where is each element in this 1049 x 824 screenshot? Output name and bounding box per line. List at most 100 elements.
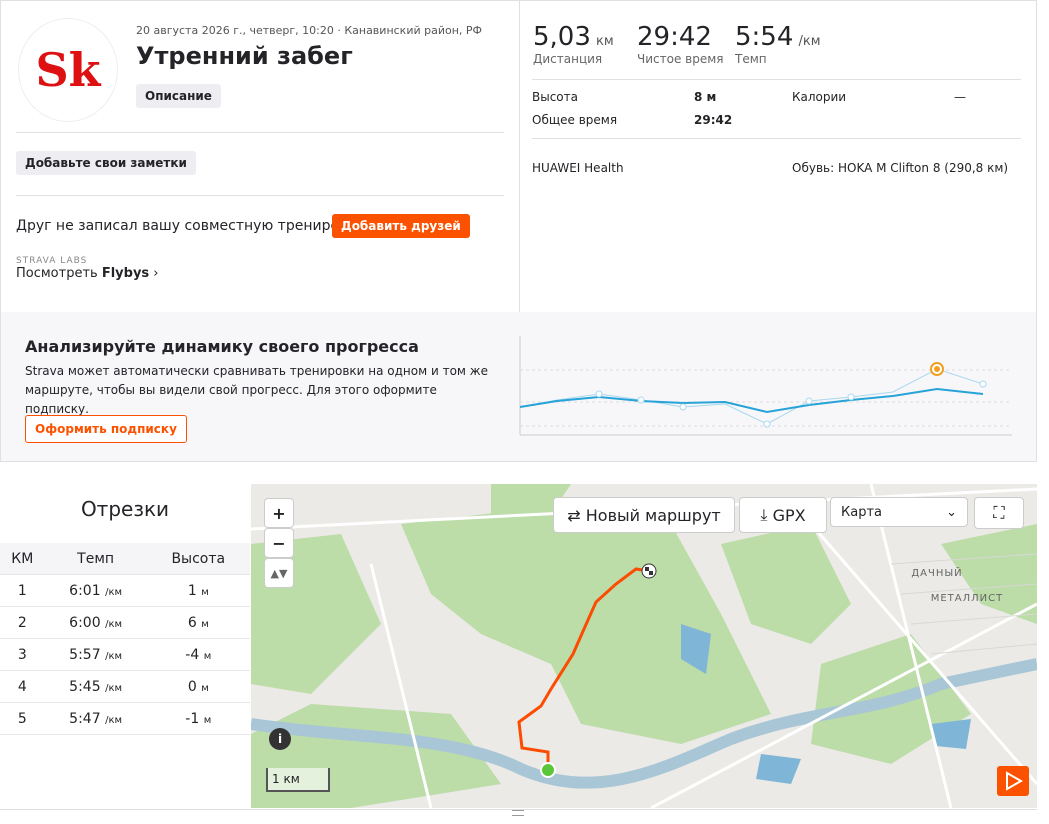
detail-value: 29:42 bbox=[694, 113, 733, 127]
split-row: 1 6:01 /км 1 м bbox=[0, 574, 250, 607]
km: 1 bbox=[0, 574, 45, 607]
friends-question: Друг не записал вашу совместную трениров… bbox=[16, 218, 372, 234]
divider bbox=[532, 79, 1021, 80]
col-header: Темп bbox=[44, 543, 147, 575]
km: 4 bbox=[0, 670, 45, 703]
info-button[interactable] bbox=[269, 728, 291, 750]
pace-unit: /км bbox=[105, 586, 123, 598]
pace: 5:47 /км bbox=[44, 702, 147, 735]
divider bbox=[532, 138, 1021, 139]
promo-title: Анализируйте динамику своего прогресса bbox=[25, 337, 419, 356]
pace: 6:00 /км bbox=[44, 606, 147, 639]
col-header: Высота bbox=[146, 543, 250, 575]
stat-value: 5,03 bbox=[533, 22, 591, 52]
place-label: МЕТАЛЛИСТ bbox=[931, 593, 1004, 604]
play-button[interactable] bbox=[997, 766, 1029, 796]
pace-value: 5:47 bbox=[69, 710, 101, 727]
stat: 5,03 км Дистанция bbox=[533, 22, 614, 66]
compass[interactable]: ▲▼ bbox=[264, 558, 294, 588]
pace-unit: /км bbox=[105, 682, 123, 694]
shoes-label: Обувь: bbox=[792, 161, 835, 175]
elev-value: 0 bbox=[187, 678, 197, 695]
divider bbox=[16, 195, 504, 196]
divider bbox=[0, 809, 1037, 810]
pace-value: 5:57 bbox=[69, 646, 101, 663]
detail-value: 8 м bbox=[694, 90, 717, 104]
stat-unit: км bbox=[595, 34, 614, 49]
elev-unit: м bbox=[203, 714, 212, 726]
zoom-out[interactable]: − bbox=[264, 528, 294, 558]
stat: 29:42 Чистое время bbox=[637, 22, 724, 66]
pace-unit: /км bbox=[105, 650, 123, 662]
link-text: Flybys bbox=[101, 266, 150, 281]
resize-handle[interactable] bbox=[512, 810, 524, 816]
select-text: Карта bbox=[841, 504, 882, 520]
promo-text: Strava может автоматически сравнивать тр… bbox=[25, 364, 488, 416]
elevation: 6 м bbox=[146, 606, 250, 639]
stat-value: 5:54 bbox=[735, 22, 794, 52]
pace-value: 5:45 bbox=[69, 678, 101, 695]
split-row: 3 5:57 /км -4 м bbox=[0, 638, 250, 671]
elev-unit: м bbox=[201, 682, 209, 694]
progress-sparkline bbox=[519, 336, 1012, 436]
elev-unit: м bbox=[201, 618, 209, 630]
pace: 6:01 /км bbox=[44, 574, 147, 607]
elevation: 1 м bbox=[146, 574, 250, 607]
gpx-button[interactable]: ⤓ GPX bbox=[739, 497, 827, 533]
stat: 5:54 /км Темп bbox=[735, 22, 821, 66]
top-panel bbox=[0, 0, 1037, 462]
pace-value: 6:00 bbox=[69, 614, 101, 631]
stat-label: Темп bbox=[735, 52, 767, 66]
labs-label: STRAVA LABS bbox=[16, 256, 88, 266]
shoes: Обувь: HOKA M Clifton 8 (290,8 км) bbox=[792, 161, 1008, 175]
stat-value: 29:42 bbox=[637, 22, 712, 52]
shoes-value: HOKA M Clifton 8 (290,8 км) bbox=[837, 161, 1009, 175]
divider bbox=[519, 0, 520, 312]
zoom-in[interactable]: + bbox=[264, 498, 294, 528]
km: 2 bbox=[0, 606, 45, 639]
divider bbox=[16, 132, 504, 133]
button-text: Новый маршрут bbox=[585, 505, 721, 525]
avatar[interactable]: Sk bbox=[18, 18, 118, 122]
detail-value: — bbox=[954, 90, 966, 104]
notes-button[interactable]: Добавьте свои заметки bbox=[16, 151, 196, 175]
elevation: 0 м bbox=[146, 670, 250, 703]
col-header: КМ bbox=[0, 543, 45, 575]
place-label: ДАЧНЫЙ bbox=[911, 566, 962, 579]
elev-unit: м bbox=[201, 586, 209, 598]
add-friends-button[interactable]: Добавить друзей bbox=[332, 214, 470, 238]
button-text: GPX bbox=[772, 505, 806, 525]
fullscreen-button[interactable]: ⛶ bbox=[974, 497, 1024, 529]
layer-select[interactable]: Карта ⌄ bbox=[830, 497, 968, 527]
stat-unit: /км bbox=[798, 34, 821, 49]
svg-text:i: i bbox=[278, 732, 282, 746]
flybys-link[interactable]: Посмотреть Flybys › bbox=[16, 266, 159, 281]
split-row: 5 5:47 /км -1 м bbox=[0, 702, 250, 735]
date: 20 августа 2026 г., четверг, 10:20 · Кан… bbox=[136, 24, 483, 37]
map[interactable]: ДАЧНЫЙ МЕТАЛЛИСТ i bbox=[251, 484, 1037, 808]
subscribe-button[interactable]: Оформить подписку bbox=[25, 415, 187, 443]
pace-unit: /км bbox=[105, 714, 123, 726]
elev-value: -4 bbox=[185, 646, 200, 663]
elev-value: -1 bbox=[185, 710, 200, 727]
new-route-button[interactable]: ⇄ Новый маршрут bbox=[553, 497, 735, 533]
detail-label: Высота bbox=[532, 90, 578, 104]
scale-bar: 1 км bbox=[266, 768, 330, 792]
pace-unit: /км bbox=[105, 618, 123, 630]
pace-value: 6:01 bbox=[69, 582, 101, 599]
detail-label: Калории bbox=[792, 90, 847, 104]
stat-label: Дистанция bbox=[533, 52, 603, 66]
elev-value: 6 bbox=[187, 614, 197, 631]
elevation: -4 м bbox=[146, 638, 250, 671]
device: HUAWEI Health bbox=[532, 161, 624, 175]
stat-label: Чистое время bbox=[637, 52, 724, 66]
pace: 5:57 /км bbox=[44, 638, 147, 671]
elevation: -1 м bbox=[146, 702, 250, 735]
km: 3 bbox=[0, 638, 45, 671]
description-button[interactable]: Описание bbox=[136, 84, 221, 108]
link-text: Посмотреть bbox=[16, 266, 98, 281]
